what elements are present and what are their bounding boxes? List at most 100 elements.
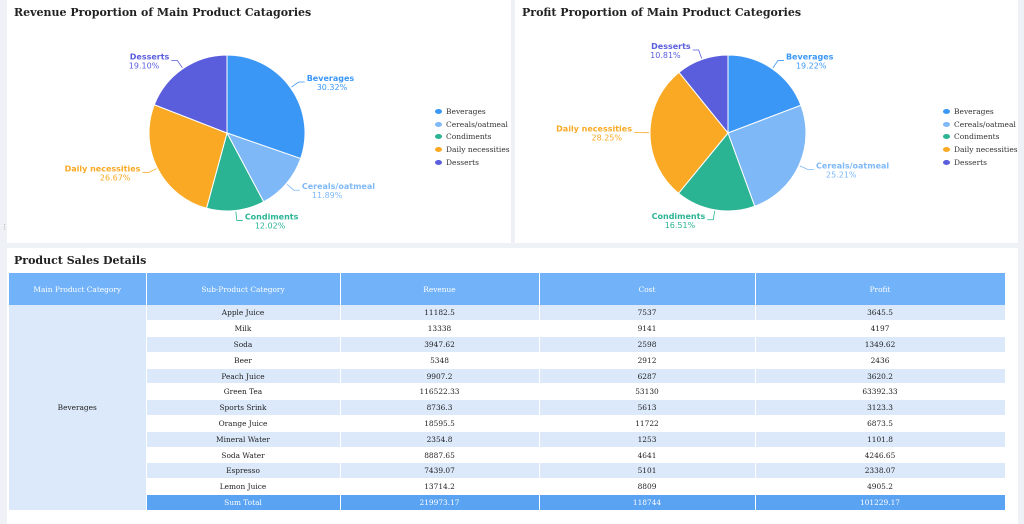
revenue-legend[interactable]: Beverages Cereals/oatmeal Condiments Daily … (435, 105, 510, 168)
pie-slice[interactable] (727, 104, 807, 207)
legend-marker-icon (435, 121, 442, 127)
pie-slice[interactable] (678, 54, 729, 135)
revenue-cell: 5348 (340, 352, 540, 369)
slice-percent-label: 25.21% (826, 171, 857, 180)
drag-handle-icon[interactable]: ⋮ (1, 223, 8, 231)
label-leader-line (171, 59, 183, 69)
header-cost[interactable]: Cost (539, 273, 756, 305)
pie-slice[interactable] (153, 54, 228, 134)
slice-percent-label: 28.25% (591, 134, 622, 143)
profit-cell: 6873.5 (755, 415, 1006, 432)
revenue-chart-title: Revenue Proportion of Main Product Catag… (14, 6, 312, 19)
legend-item[interactable]: Desserts (435, 156, 510, 169)
legend-item[interactable]: Cereals/oatmeal (435, 118, 510, 131)
revenue-cell: 13714.2 (340, 478, 540, 496)
profit-cell: 2436 (755, 352, 1006, 369)
header-revenue[interactable]: Revenue (340, 273, 540, 305)
legend-marker-icon (943, 146, 950, 152)
legend-label: Desserts (446, 157, 480, 167)
legend-item[interactable]: Daily necessities (435, 143, 510, 156)
slice-name-label: Cereals/oatmeal (302, 182, 375, 191)
legend-item[interactable]: Beverages (435, 105, 510, 118)
sub-category-cell: Green Tea (146, 383, 341, 401)
revenue-cell: 13338 (340, 320, 540, 338)
main-category-cell: Beverages (9, 305, 147, 511)
slice-percent-label: 19.22% (796, 62, 827, 71)
cost-cell: 2912 (539, 352, 756, 369)
profit-legend[interactable]: Beverages Cereals/oatmeal Condiments Daily … (943, 105, 1018, 168)
legend-label: Daily necessities (954, 144, 1018, 154)
label-leader-line (142, 168, 157, 174)
pie-slice[interactable] (148, 104, 228, 209)
slice-percent-label: 16.51% (665, 221, 696, 230)
revenue-cell: 7439.07 (340, 462, 540, 480)
legend-item[interactable]: Condiments (435, 130, 510, 143)
header-main-category[interactable]: Main Product Category (9, 273, 147, 305)
legend-item[interactable]: Condiments (943, 130, 1018, 143)
pie-slice[interactable] (226, 54, 306, 160)
label-leader-line (291, 81, 305, 88)
table-row: Peach Juice 9907.2 6287 3620.2 (9, 368, 1006, 385)
sub-category-cell: Soda Water (146, 447, 341, 464)
profit-cell: 3620.2 (755, 368, 1006, 385)
table-row: Espresso 7439.07 5101 2338.07 (9, 462, 1006, 480)
total-revenue-cell: 219973.17 (340, 494, 540, 511)
legend-marker-icon (943, 108, 950, 114)
slice-percent-label: 12.02% (255, 221, 286, 230)
revenue-cell: 8887.65 (340, 447, 540, 464)
slice-name-label: Desserts (130, 52, 170, 61)
profit-cell: 3123.3 (755, 399, 1006, 417)
legend-marker-icon (943, 159, 950, 165)
sub-category-cell: Soda (146, 336, 341, 353)
legend-item[interactable]: Cereals/oatmeal (943, 118, 1018, 131)
slice-name-label: Condiments (245, 212, 299, 221)
slice-name-label: Daily necessities (556, 125, 632, 134)
sum-total-row: Sum Total 219973.17 118744 101229.17 (9, 494, 1006, 511)
sub-category-cell: Orange Juice (146, 415, 341, 432)
header-sub-category[interactable]: Sub-Product Category (146, 273, 341, 305)
cost-cell: 11722 (539, 415, 756, 432)
table-row: Beer 5348 2912 2436 (9, 352, 1006, 369)
total-profit-cell: 101229.17 (755, 494, 1006, 511)
revenue-cell: 2354.8 (340, 431, 540, 448)
revenue-pie-chart[interactable]: Beverages30.32%Cereals/oatmeal11.89%Cond… (7, 0, 511, 243)
slice-percent-label: 11.89% (312, 191, 343, 200)
header-profit[interactable]: Profit (755, 273, 1006, 305)
profit-cell: 1101.8 (755, 431, 1006, 448)
profit-pie-chart[interactable]: Beverages 19.22% Cereals/oatmeal 25.21% Cond… (515, 0, 1018, 243)
cost-cell: 1253 (539, 431, 756, 448)
legend-item[interactable]: Daily necessities (943, 143, 1018, 156)
sub-category-cell: Beer (146, 352, 341, 369)
legend-marker-icon (435, 146, 442, 152)
sales-details-title: Product Sales Details (14, 254, 147, 267)
pie-slice[interactable] (727, 54, 802, 134)
legend-item[interactable]: Desserts (943, 156, 1018, 169)
table-row: Mineral Water 2354.8 1253 1101.8 (9, 431, 1006, 448)
profit-cell: 4905.2 (755, 478, 1006, 496)
revenue-cell: 116522.33 (340, 383, 540, 401)
profit-cell: 3645.5 (755, 305, 1006, 322)
table-row: Sports Srink 8736.3 5613 3123.3 (9, 399, 1006, 417)
table-row: Soda 3947.62 2598 1349.62 (9, 336, 1006, 353)
cost-cell: 5613 (539, 399, 756, 417)
pie-slice[interactable] (677, 132, 756, 212)
pie-slice[interactable] (649, 71, 729, 194)
table-row: Lemon Juice 13714.2 8809 4905.2 (9, 478, 1006, 496)
sales-table: Main Product Category Sub-Product Catego… (9, 273, 1006, 511)
table-row: Milk 13338 9141 4197 (9, 320, 1006, 338)
label-leader-line (692, 49, 703, 59)
legend-item[interactable]: Beverages (943, 105, 1018, 118)
cost-cell: 53130 (539, 383, 756, 401)
legend-marker-icon (435, 134, 442, 140)
profit-cell: 4197 (755, 320, 1006, 338)
slice-percent-label: 10.81% (650, 51, 681, 60)
legend-marker-icon (435, 159, 442, 165)
legend-marker-icon (943, 121, 950, 127)
cost-cell: 7537 (539, 305, 756, 322)
revenue-cell: 3947.62 (340, 336, 540, 353)
legend-marker-icon (435, 108, 442, 114)
sub-category-cell: Peach Juice (146, 368, 341, 385)
cost-cell: 4641 (539, 447, 756, 464)
pie-slice[interactable] (205, 131, 265, 212)
sub-category-cell: Sports Srink (146, 399, 341, 417)
